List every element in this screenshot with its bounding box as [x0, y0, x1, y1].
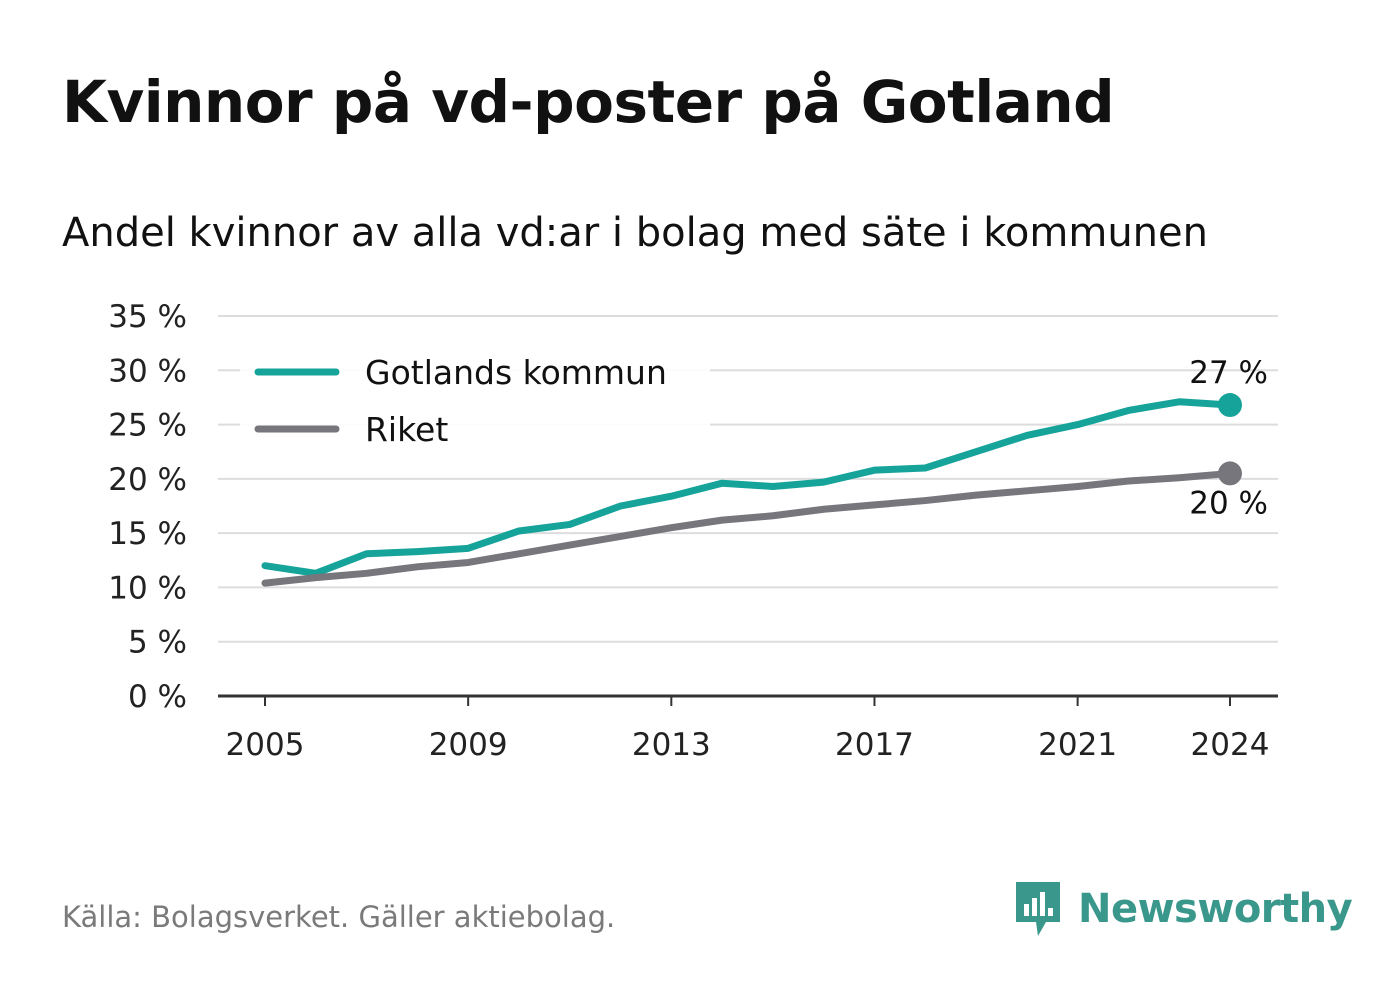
end-point-marker	[1218, 461, 1242, 486]
source-note: Källa: Bolagsverket. Gäller aktiebolag.	[62, 900, 616, 934]
x-tick-label: 2005	[226, 727, 305, 763]
brand: Newsworthy	[1012, 878, 1353, 940]
x-axis-ticks: 2005 2009 2013 2017 2021 2024	[226, 696, 1270, 763]
x-tick-label: 2024	[1191, 727, 1270, 763]
y-tick-label: 20 %	[108, 462, 187, 498]
y-tick-label: 25 %	[108, 408, 187, 444]
y-tick-label: 35 %	[108, 299, 187, 335]
end-labels: 27 % 20 %	[1189, 355, 1268, 521]
end-value-label: 20 %	[1189, 485, 1268, 521]
x-tick-label: 2021	[1038, 727, 1117, 763]
newsworthy-logo-icon	[1016, 882, 1060, 936]
y-tick-label: 5 %	[128, 625, 187, 661]
series-line-gotland	[261, 398, 1234, 577]
series-lines	[261, 393, 1242, 587]
chart-subtitle: Andel kvinnor av alla vd:ar i bolag med …	[62, 210, 1208, 256]
x-tick-label: 2013	[632, 727, 711, 763]
y-tick-label: 0 %	[128, 679, 187, 715]
legend-label: Gotlands kommun	[365, 353, 667, 392]
legend-background	[240, 345, 710, 453]
x-tick-label: 2017	[835, 727, 914, 763]
series-line-riket	[261, 469, 1234, 587]
legend-label: Riket	[365, 410, 448, 449]
end-point-marker	[1218, 393, 1242, 418]
end-value-label: 27 %	[1189, 355, 1268, 391]
y-tick-label: 15 %	[108, 516, 187, 552]
brand-name: Newsworthy	[1078, 886, 1353, 932]
legend: Gotlands kommun Riket	[240, 345, 710, 453]
y-tick-label: 10 %	[108, 570, 187, 606]
y-tick-label: 30 %	[108, 353, 187, 389]
x-tick-label: 2009	[429, 727, 508, 763]
chart-title: Kvinnor på vd-poster på Gotland	[62, 68, 1115, 136]
y-axis-ticks: 0 % 5 % 10 % 15 % 20 % 25 % 30 % 35 %	[108, 299, 187, 715]
